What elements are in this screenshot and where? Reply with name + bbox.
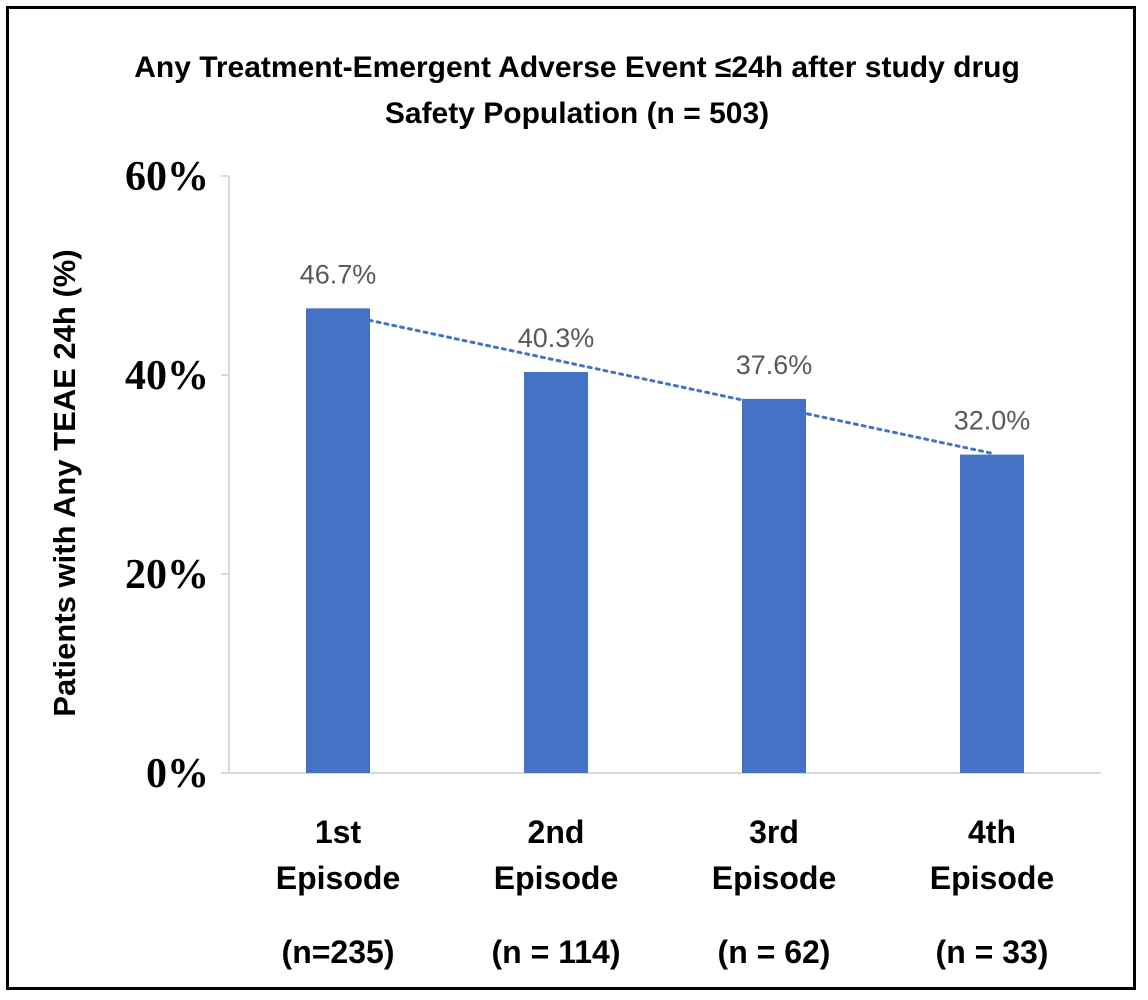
category-label-ordinal: 3rd <box>749 814 799 850</box>
chart-title: Any Treatment-Emergent Adverse Event ≤24… <box>134 51 1020 84</box>
y-tick-label: 40% <box>125 353 209 399</box>
category-label-episode: Episode <box>494 860 618 896</box>
data-label: 32.0% <box>954 406 1031 436</box>
category-label-episode: Episode <box>712 860 836 896</box>
data-label: 37.6% <box>736 350 813 380</box>
y-tick-label: 60% <box>125 154 209 200</box>
category-label-layer: 1st Episode (n=235) 2nd Episode (n = 114) 3rd E… <box>276 814 1054 970</box>
category-label-n: (n=235) <box>282 934 395 970</box>
trendline <box>336 312 994 455</box>
category-label-ordinal: 2nd <box>528 814 585 850</box>
category-label-ordinal: 1st <box>315 814 362 850</box>
y-tick-label: 0% <box>146 751 209 797</box>
bar <box>524 372 588 773</box>
category-label-ordinal: 4th <box>968 814 1016 850</box>
category-label-n: (n = 114) <box>492 934 621 970</box>
bar-layer <box>306 308 1024 773</box>
data-label: 40.3% <box>518 323 595 353</box>
category-label-episode: Episode <box>930 860 1054 896</box>
category-label-n: (n = 62) <box>718 934 831 970</box>
data-label-layer: 46.7% 40.3% 37.6% 32.0% <box>300 259 1031 435</box>
category-label-n: (n = 33) <box>936 934 1049 970</box>
data-label: 46.7% <box>300 259 377 289</box>
y-tick-label: 20% <box>125 552 209 598</box>
bar-chart: Any Treatment-Emergent Adverse Event ≤24… <box>47 51 1101 970</box>
chart-frame: Any Treatment-Emergent Adverse Event ≤24… <box>6 6 1136 990</box>
axis-layer: 0% 20% 40% 60% <box>125 154 1101 797</box>
bar <box>742 398 806 773</box>
bar <box>960 454 1024 773</box>
y-axis-label: Patients with Any TEAE 24h (%) <box>47 249 82 716</box>
chart-subtitle: Safety Population (n = 503) <box>385 97 769 130</box>
bar <box>306 308 370 773</box>
trendline-layer <box>336 312 994 455</box>
category-label-episode: Episode <box>276 860 400 896</box>
